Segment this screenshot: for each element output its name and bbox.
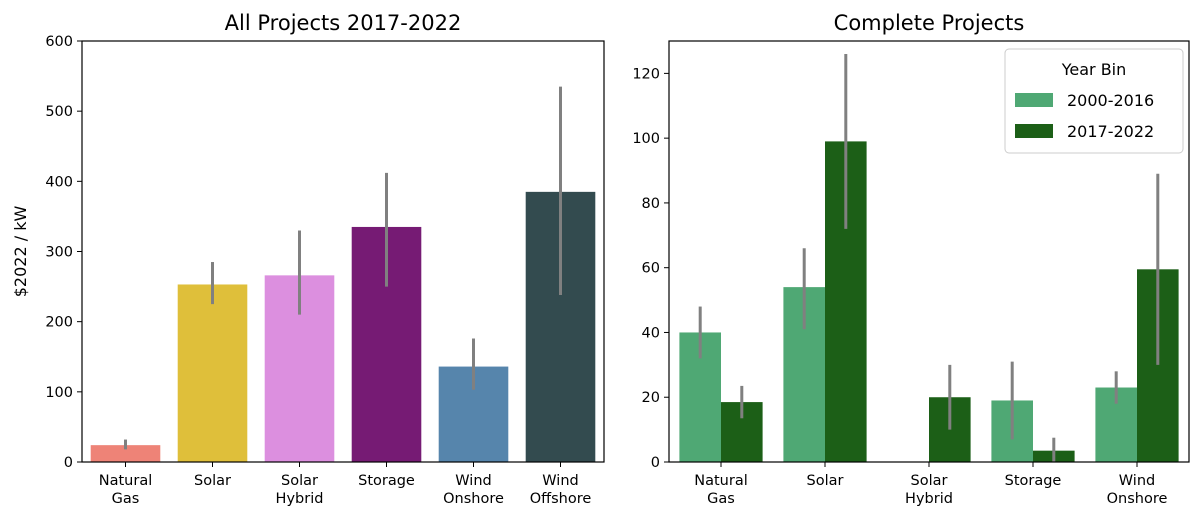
legend-swatch [1015, 124, 1053, 138]
x-tick-label: Wind Onshore [443, 473, 504, 507]
chart-title: Complete Projects [834, 11, 1025, 35]
chart-panel-1: All Projects 2017-2022 $2022 / kW 0 100 200 3… [11, 11, 605, 507]
chart-title: All Projects 2017-2022 [225, 11, 462, 35]
legend-label: 2017-2022 [1067, 122, 1154, 141]
y-tick-label: 0 [651, 455, 660, 471]
legend-title: Year Bin [1061, 60, 1127, 79]
x-tick-label-line: Hybrid [276, 491, 324, 507]
y-tick-label: 0 [64, 455, 73, 471]
y-tick-label: 40 [642, 325, 660, 341]
x-tick-label: Natural Gas [694, 473, 747, 507]
x-tick-label: Solar [807, 473, 844, 489]
y-tick-label: 500 [45, 104, 73, 120]
bar [90, 445, 161, 462]
x-tick-label-line: Solar [911, 473, 948, 489]
x-tick-label-line: Gas [112, 491, 140, 507]
y-tick-label: 80 [642, 196, 660, 212]
x-tick-label: Solar Hybrid [276, 473, 324, 507]
x-tick-label: Solar Hybrid [905, 473, 953, 507]
y-tick-label: 20 [642, 390, 660, 406]
x-tick-label-line: Gas [707, 491, 735, 507]
bar [177, 284, 248, 462]
x-tick-label-line: Solar [194, 473, 231, 489]
x-tick-label-line: Solar [281, 473, 318, 489]
x-tick-label: Natural Gas [99, 473, 152, 507]
y-tick-label: 600 [45, 34, 73, 50]
y-tick-label: 400 [45, 174, 73, 190]
x-tick-label-line: Storage [358, 473, 415, 489]
y-tick-label: 60 [642, 261, 660, 277]
x-tick-label-line: Natural [694, 473, 747, 489]
x-tick-label: Storage [358, 473, 415, 489]
y-tick-label: 300 [45, 245, 73, 261]
x-tick-label-line: Wind [1119, 473, 1155, 489]
x-tick-label-line: Wind [542, 473, 578, 489]
legend-swatch [1015, 93, 1053, 107]
plot-frame [668, 40, 1190, 463]
x-tick-label-line: Natural [99, 473, 152, 489]
x-tick-label-line: Hybrid [905, 491, 953, 507]
legend-label: 2000-2016 [1067, 91, 1154, 110]
x-tick-label: Solar [194, 473, 231, 489]
x-tick-label: Wind Onshore [1107, 473, 1168, 507]
x-tick-label: Storage [1005, 473, 1062, 489]
y-tick-label: 100 [45, 385, 73, 401]
x-tick-label-line: Onshore [443, 491, 504, 507]
x-tick-label-line: Onshore [1107, 491, 1168, 507]
x-tick-label-line: Offshore [530, 491, 592, 507]
x-tick-label-line: Solar [807, 473, 844, 489]
y-tick-label: 100 [632, 131, 660, 147]
x-tick-label-line: Storage [1005, 473, 1062, 489]
x-tick-label-line: Wind [455, 473, 491, 489]
y-tick-label: 200 [45, 315, 73, 331]
chart-panel-2: Complete Projects 0 20 40 60 80 100 120 Natural G… [632, 11, 1190, 507]
y-axis-label: $2022 / kW [11, 206, 30, 298]
plot-frame [81, 40, 605, 463]
legend: Year Bin 2000-2016 2017-2022 [1004, 48, 1184, 154]
y-tick-label: 120 [632, 66, 660, 82]
x-tick-label: Wind Offshore [530, 473, 592, 507]
